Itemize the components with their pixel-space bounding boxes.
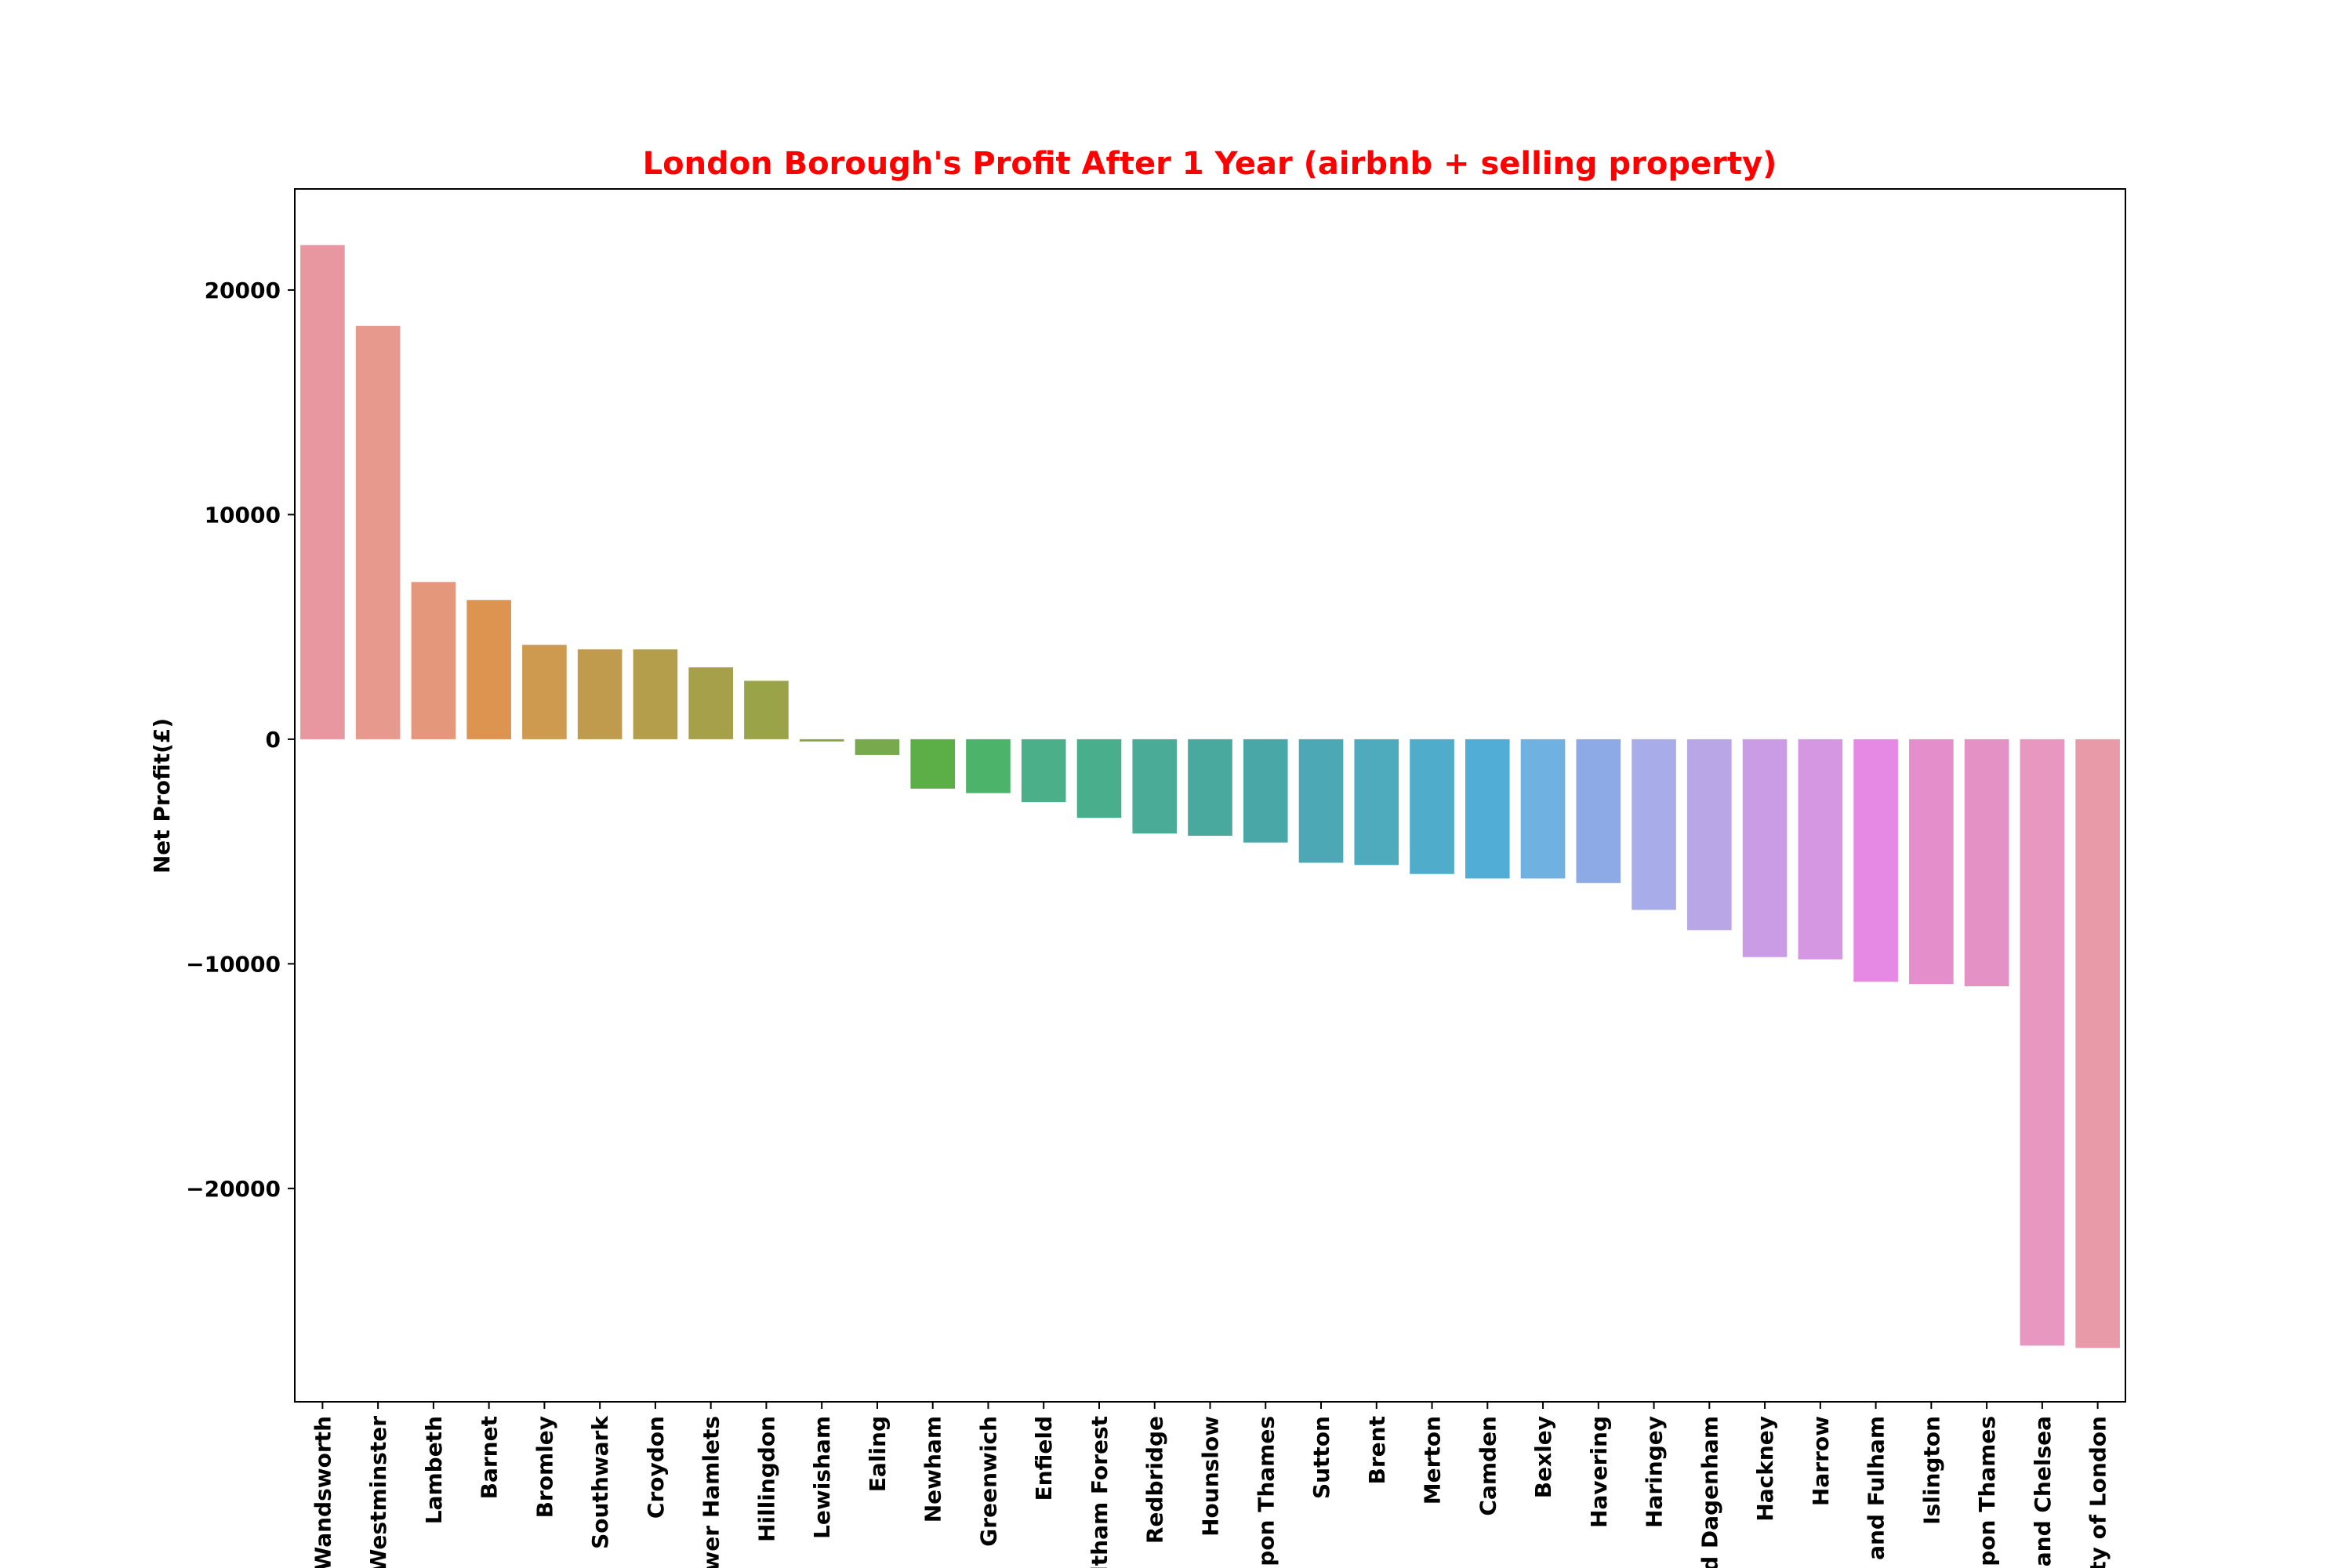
x-tick-label: Westminster	[365, 1416, 391, 1568]
plot-frame	[294, 188, 2126, 1403]
bar	[744, 681, 789, 739]
bar	[2075, 739, 2120, 1348]
bar	[411, 582, 456, 739]
x-tick-label: Hounslow	[1198, 1416, 1224, 1537]
bar	[1021, 739, 1066, 803]
bar	[1188, 739, 1232, 837]
bar	[1687, 739, 1732, 931]
bar	[1909, 739, 1954, 985]
bar	[1410, 739, 1454, 874]
x-tick-label: ower Hamlets	[699, 1416, 724, 1568]
bar	[966, 739, 1011, 793]
x-tick-label: Harrow	[1808, 1416, 1834, 1506]
y-axis-label: Net Profit(£)	[149, 718, 175, 873]
y-ticks-group: 20000 10000 0 −10000 −20000	[186, 278, 295, 1202]
bar	[1520, 739, 1566, 879]
bar	[1132, 739, 1178, 834]
x-tick-label: Greenwich	[976, 1416, 1002, 1547]
x-tick-label: Croydon	[643, 1416, 669, 1519]
bar	[799, 739, 844, 742]
x-tick-label: Barnet	[477, 1416, 503, 1499]
x-tick-label: upon Thames	[1974, 1416, 2000, 1568]
x-tick-label: d Dagenham	[1697, 1416, 1722, 1568]
y-tick-label: 20000	[205, 278, 281, 303]
x-tick-label: Wandsworth	[310, 1416, 336, 1568]
x-tick-label: Lewisham	[809, 1416, 835, 1539]
x-tick-label: Haringey	[1642, 1416, 1668, 1528]
bar	[688, 667, 733, 739]
y-tick-label: 0	[266, 727, 281, 753]
bar	[466, 600, 511, 739]
y-tick-label: −10000	[186, 951, 281, 977]
bar	[1853, 739, 1898, 982]
bar	[355, 325, 401, 739]
bar	[1742, 739, 1788, 957]
bar	[1465, 739, 1510, 879]
y-tick-label: 10000	[205, 502, 281, 528]
x-tick-label: Enfield	[1031, 1416, 1057, 1501]
x-tick-label: Merton	[1420, 1416, 1446, 1504]
bar	[855, 739, 900, 755]
x-tick-label: upon Thames	[1253, 1416, 1279, 1568]
bar	[1354, 739, 1399, 866]
x-tick-label: and Chelsea	[2030, 1416, 2056, 1566]
bar	[577, 649, 622, 739]
bar	[1964, 739, 2009, 987]
x-ticks-group: Wandsworth Westminster Lambeth Barnet Bromle…	[310, 1402, 2111, 1568]
bar	[633, 649, 678, 739]
x-tick-label: Bromley	[532, 1416, 557, 1518]
x-tick-label: Southwark	[587, 1415, 613, 1549]
x-tick-label: Redbridge	[1142, 1416, 1168, 1544]
x-tick-label: Newham	[920, 1416, 946, 1523]
bar	[1632, 739, 1676, 910]
x-tick-label: Lambeth	[421, 1416, 447, 1524]
x-tick-label: ty of London	[2085, 1416, 2111, 1568]
bar	[522, 644, 567, 739]
x-tick-label: Hackney	[1752, 1416, 1778, 1522]
bar	[1798, 739, 1843, 960]
x-tick-label: n and Fulham	[1864, 1416, 1889, 1568]
x-tick-label: ltham Forest	[1087, 1416, 1112, 1568]
y-tick-label: −20000	[186, 1176, 281, 1202]
x-tick-label: Camden	[1475, 1416, 1501, 1516]
x-tick-label: Sutton	[1308, 1416, 1334, 1499]
bar	[1076, 739, 1122, 818]
bar	[910, 739, 956, 789]
bar	[1243, 739, 1288, 843]
x-tick-label: Hillingdon	[753, 1416, 779, 1542]
bars-group	[300, 245, 2120, 1348]
x-tick-label: Brent	[1364, 1416, 1390, 1484]
x-tick-label: Ealing	[865, 1416, 891, 1492]
chart-title: London Borough's Profit After 1 Year (ai…	[643, 146, 1777, 182]
x-tick-label: Bexley	[1530, 1416, 1556, 1498]
x-tick-label: Havering	[1586, 1416, 1612, 1528]
x-tick-label: Islington	[1918, 1416, 1944, 1525]
bar	[1576, 739, 1621, 884]
bar	[300, 245, 345, 739]
bar	[2020, 739, 2065, 1346]
bar	[1298, 739, 1344, 863]
